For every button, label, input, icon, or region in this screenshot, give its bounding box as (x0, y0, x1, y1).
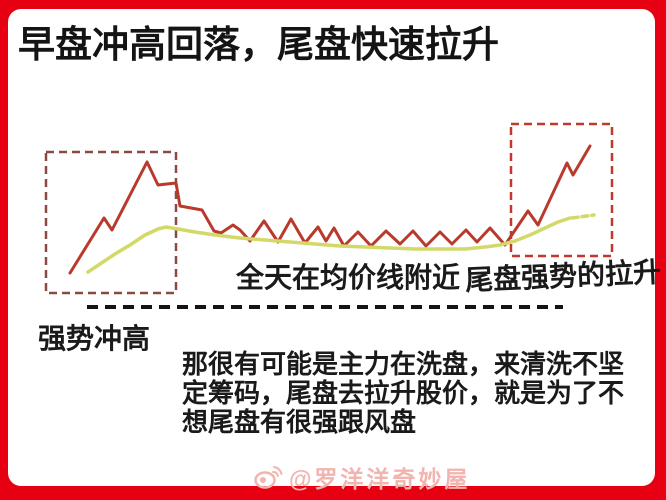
annotation-late-rally: 尾盘强势的拉升 (464, 256, 662, 297)
watermark-handle: @罗洋洋奇妙屋 (289, 466, 471, 492)
morning-surge-dashed-box (44, 150, 178, 295)
price-line (68, 144, 592, 275)
late-rally-dashed-box (509, 122, 614, 258)
average-price-line-dashed-tail (570, 213, 596, 220)
paragraph-line: 定筹码，尾盘去拉升股价，就是为了不 (182, 378, 625, 408)
explanation-paragraph: 那很有可能是主力在洗盘，来清洗不坚 定筹码，尾盘去拉升股价，就是为了不 想尾盘有… (182, 350, 660, 437)
annotation-near-average-line: 全天在均价线附近 (236, 262, 461, 293)
page-title: 早盘冲高回落，尾盘快速拉升 (18, 24, 499, 65)
paragraph-line: 那很有可能是主力在洗盘，来清洗不坚 (182, 349, 625, 379)
weibo-icon (254, 466, 283, 489)
annotation-strong-surge: 强势冲高 (38, 323, 151, 354)
watermark: @罗洋洋奇妙屋 (253, 464, 470, 492)
paragraph-line: 想尾盘有很强跟风盘 (182, 407, 417, 437)
